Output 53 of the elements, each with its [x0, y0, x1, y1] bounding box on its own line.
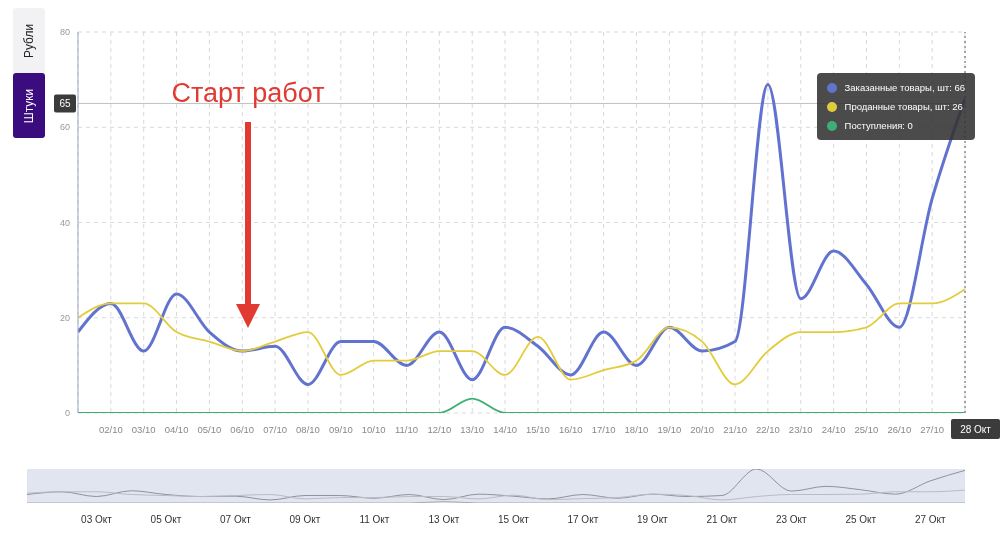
x-tick-label: 09 Окт	[289, 514, 321, 525]
x-tick-label: 07/10	[263, 424, 287, 435]
x-tick-label: 19 Окт	[636, 514, 669, 525]
x-tick-label: 24/10	[821, 424, 846, 435]
annotation: Старт работ	[170, 78, 326, 109]
x-tick-label: 12/10	[427, 424, 452, 435]
x-tick-label: 15/10	[526, 424, 550, 435]
legend-label: Заказанные товары, шт: 66	[844, 82, 965, 93]
x-tick-label: 22/10	[756, 424, 780, 435]
x-tick-label: 03/10	[131, 424, 156, 435]
x-tick-label: 17/10	[591, 424, 616, 435]
x-tick-label: 23 Окт	[775, 514, 808, 525]
y-tick-label: 60	[59, 122, 70, 133]
x-tick-label: 08/10	[296, 424, 320, 435]
x-tick-label: 26/10	[887, 424, 912, 435]
text: Рубли	[22, 23, 36, 58]
x-tick-label: 16/10	[558, 424, 583, 435]
legend-label: Проданные товары, шт: 26	[844, 101, 963, 112]
x-tick-label: 14/10	[493, 424, 517, 435]
x-tick-label: 06/10	[230, 424, 255, 435]
y-tick-label: 0	[64, 408, 70, 419]
y-tick-label: 20	[59, 312, 70, 323]
x-tick-label: 07 Окт	[220, 514, 252, 525]
y-tick-label: 40	[59, 217, 70, 228]
x-tick-label: 05 Окт	[150, 514, 182, 525]
ref-line-label: 65	[59, 98, 71, 110]
x-tick-label: 25/10	[854, 424, 879, 435]
x-tick-label: 13/10	[460, 424, 485, 435]
legend-label: Поступления: 0	[844, 120, 913, 131]
x-tick-label: 19/10	[657, 424, 682, 435]
x-tick-label: 27 Окт	[914, 514, 947, 525]
x-tick-label: 25 Окт	[845, 514, 877, 525]
x-tick-label: 11 Окт	[359, 514, 390, 525]
x-tick-label: 28 Окт	[960, 424, 992, 435]
x-tick-label: 15 Окт	[498, 514, 530, 525]
x-tick-label: 04/10	[164, 424, 189, 435]
y-tick-label: 80	[59, 27, 70, 38]
x-tick-label: 13 Окт	[428, 514, 460, 525]
x-tick-label: 27/10	[920, 424, 945, 435]
text: Штуки	[22, 88, 36, 123]
x-tick-label: 03 Окт	[81, 514, 113, 525]
x-tick-label: 17 Окт	[567, 514, 599, 525]
x-tick-label: 23/10	[788, 424, 813, 435]
line-series	[78, 288, 965, 386]
x-tick-label: 02/10	[98, 424, 123, 435]
x-tick-label: 18/10	[624, 424, 649, 435]
x-tick-label: 20/10	[690, 424, 715, 435]
x-tick-label: 10/10	[361, 424, 386, 435]
x-tick-label: 05/10	[197, 424, 222, 435]
x-tick-label: 21/10	[723, 424, 747, 435]
x-tick-label: 21 Окт	[706, 514, 738, 525]
x-tick-label: 11/10	[394, 424, 419, 435]
x-tick-label: 09/10	[328, 424, 353, 435]
